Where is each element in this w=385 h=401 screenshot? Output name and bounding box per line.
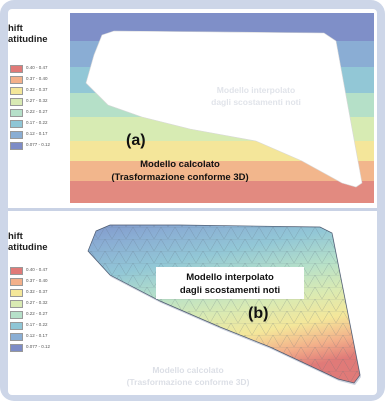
faded-label-b-line2: (Trasformazione conforme 3D) [127,377,250,387]
legend-a-label: 0.12 - 0.17 [26,131,48,136]
legend-b-row: 0.12 - 0.17 [10,333,70,341]
map-panel-b: Modello interpolato dagli scostamenti no… [87,224,361,387]
map-panel-a: Modello interpolato dagli scostamenti no… [70,13,374,203]
legend-b-label: 0.077 - 0.12 [26,344,51,349]
legend-a-swatch [10,109,23,117]
legend-a-row: 0.40 - 0.47 [10,65,70,73]
panel-a-letter: (a) [126,132,146,149]
legend-b-title-2: atitudine [8,242,48,253]
legend-b-label: 0.37 - 0.40 [26,278,48,283]
legend-a-row: 0.37 - 0.40 [10,76,70,84]
legend-b-label: 0.22 - 0.27 [26,311,48,316]
legend-b-row: 0.27 - 0.32 [10,300,70,308]
white-region-a [85,30,363,188]
legend-a-swatch [10,65,23,73]
legend-a-swatch [10,76,23,84]
legend-b-label: 0.40 - 0.47 [26,267,48,272]
legend-b-swatch [10,322,23,330]
legend-a-title-2: atitudine [8,34,48,45]
legend-a-swatch [10,142,23,150]
legend-b-row: 0.17 - 0.22 [10,322,70,330]
legend-a-row: 0.12 - 0.17 [10,131,70,139]
panel-b-label-line2: dagli scostamenti noti [180,285,280,296]
legend-a-swatch [10,87,23,95]
band-a-6 [70,161,374,181]
legend-a-label: 0.077 - 0.12 [26,142,51,147]
legend-a-row: 0.17 - 0.22 [10,120,70,128]
panel-b-label-box [156,267,304,299]
legend-b-row: 0.37 - 0.40 [10,278,70,286]
legend-a-row: 0.077 - 0.12 [10,142,70,150]
legend-b-row: 0.40 - 0.47 [10,267,70,275]
legend-a-label: 0.32 - 0.37 [26,87,48,92]
legend-a-label: 0.22 - 0.27 [26,109,48,114]
panel-b-label-line1: Modello interpolato [186,272,274,283]
legend-b-row: 0.32 - 0.37 [10,289,70,297]
panel-a-label-line2: (Trasformazione conforme 3D) [111,172,248,183]
faded-label-b-line1: Modello calcolato [152,365,223,375]
panel-a-label-line1: Modello calcolato [140,159,220,170]
faded-label-a-line2: dagli scostamenti noti [211,97,301,107]
legend-b-swatch [10,300,23,308]
legend-a: hift atitudine 0.40 - 0.47 0.37 - 0.40 0.3… [8,13,70,203]
band-a-7 [70,181,374,203]
legend-b-swatch [10,333,23,341]
divider [8,208,377,211]
legend-b-label: 0.32 - 0.37 [26,289,48,294]
legend-a-label: 0.17 - 0.22 [26,120,48,125]
legend-a-swatch [10,131,23,139]
figure-panel: Modello interpolato dagli scostamenti no… [8,9,377,395]
legend-b-swatch [10,311,23,319]
legend-b-swatch [10,344,23,352]
legend-b: hift atitudine 0.40 - 0.47 0.37 - 0.40 0.3… [8,215,70,391]
panel-b-letter: (b) [248,305,268,322]
legend-b-label: 0.12 - 0.17 [26,333,48,338]
legend-b-row: 0.22 - 0.27 [10,311,70,319]
legend-a-swatch [10,120,23,128]
legend-a-label: 0.37 - 0.40 [26,76,48,81]
legend-b-label: 0.27 - 0.32 [26,300,48,305]
faded-label-a-line1: Modello interpolato [217,85,295,95]
legend-b-row: 0.077 - 0.12 [10,344,70,352]
legend-a-row: 0.27 - 0.32 [10,98,70,106]
legend-b-title-1: hift [8,231,23,242]
legend-a-title-1: hift [8,23,23,34]
legend-b-label: 0.17 - 0.22 [26,322,48,327]
legend-b-swatch [10,278,23,286]
map-b-outline [87,224,361,384]
legend-b-swatch [10,289,23,297]
legend-b-swatch [10,267,23,275]
legend-a-row: 0.32 - 0.37 [10,87,70,95]
legend-a-label: 0.40 - 0.47 [26,65,48,70]
legend-a-label: 0.27 - 0.32 [26,98,48,103]
legend-a-swatch [10,98,23,106]
legend-a-row: 0.22 - 0.27 [10,109,70,117]
